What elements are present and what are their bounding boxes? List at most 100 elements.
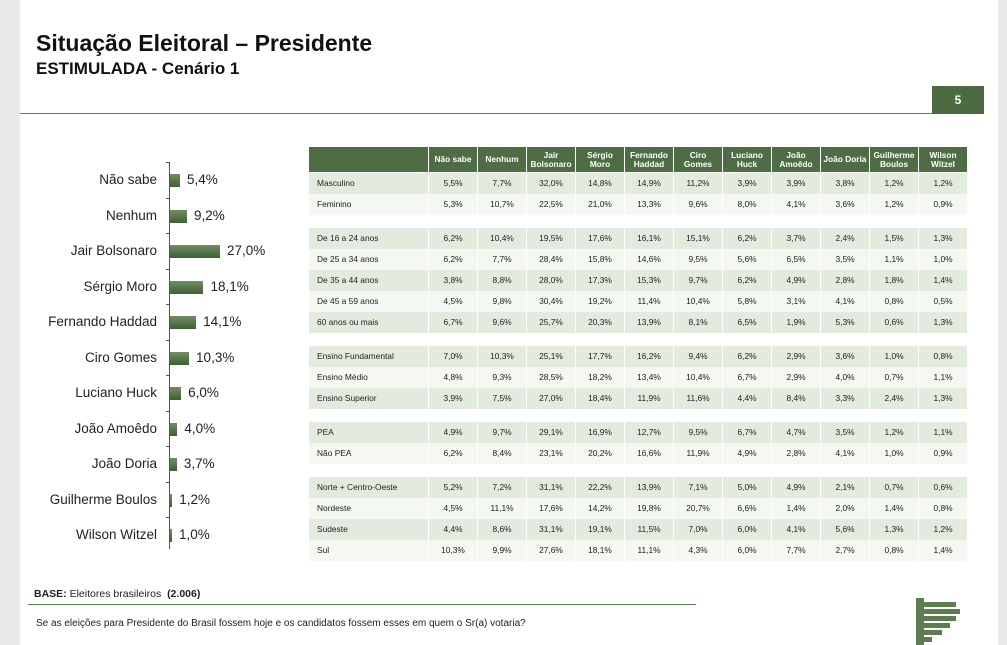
table-row: De 16 a 24 anos 6,2% 10,4% 19,5% 17,6% 16,1% 1…: [308, 227, 968, 249]
table-cell: 1,3%: [918, 387, 968, 409]
table-cell: 5,0%: [722, 476, 772, 498]
table-cell: 6,7%: [722, 421, 772, 443]
table-group-spacer: [308, 408, 968, 422]
table-cell: 1,0%: [918, 248, 968, 270]
table-cell: 3,5%: [820, 421, 870, 443]
table-cell: 7,0%: [673, 518, 723, 540]
table-cell: 13,9%: [624, 476, 674, 498]
table-cell: 6,5%: [722, 311, 772, 333]
table-cell: 28,5%: [526, 366, 576, 388]
table-cell: 1,2%: [869, 193, 919, 215]
chart-axis: [169, 163, 170, 549]
table-cell: 5,2%: [428, 476, 478, 498]
bar-category-label: Guilherme Boulos: [49, 491, 157, 507]
table-group-spacer: [308, 332, 968, 346]
table-cell: 3,9%: [722, 172, 772, 194]
axis-tick: [166, 162, 170, 163]
table-cell: 29,1%: [526, 421, 576, 443]
table-cell: 17,3%: [575, 269, 625, 291]
table-cell: 1,1%: [918, 366, 968, 388]
base-count: (2.006): [167, 588, 201, 600]
table-cell: 9,8%: [477, 290, 527, 312]
table-cell: 4,9%: [722, 442, 772, 464]
table-cell: 7,7%: [477, 172, 527, 194]
table-cell: 0,9%: [918, 442, 968, 464]
bar-row: João Amoêdo 4,0%: [20, 419, 310, 439]
table-row: Nordeste 4,5% 11,1% 17,6% 14,2% 19,8% 20,7% 6,6…: [308, 497, 968, 519]
base-label: BASE:: [34, 588, 67, 600]
table-cell: 8,4%: [771, 387, 821, 409]
slide: Situação Eleitoral – Presidente ESTIMULA…: [20, 0, 998, 645]
header-divider: [20, 113, 932, 114]
table-cell: 4,9%: [771, 476, 821, 498]
table-cell: 0,6%: [869, 311, 919, 333]
table-cell: 7,5%: [477, 387, 527, 409]
table-row-label: De 35 a 44 anos: [308, 269, 429, 291]
table-cell: 5,5%: [428, 172, 478, 194]
table-cell: 9,6%: [477, 311, 527, 333]
bar-value-label: 18,1%: [210, 278, 249, 294]
bar-value-label: 1,0%: [179, 527, 210, 542]
table-cell: 27,0%: [526, 387, 576, 409]
table-corner-header: [308, 146, 429, 173]
table-cell: 14,9%: [624, 172, 674, 194]
axis-tick: [166, 375, 170, 376]
table-row-label: Ensino Superior: [308, 387, 429, 409]
table-cell: 13,4%: [624, 366, 674, 388]
table-cell: 9,7%: [477, 421, 527, 443]
bar-category-label: Wilson Witzel: [75, 527, 157, 542]
table-cell: 7,7%: [477, 248, 527, 270]
bar-value-label: 5,4%: [186, 172, 218, 187]
table-cell: 1,4%: [918, 539, 968, 561]
table-cell: 6,6%: [722, 497, 772, 519]
table-cell: 5,6%: [820, 518, 870, 540]
axis-tick: [166, 481, 170, 483]
table-cell: 1,2%: [918, 172, 968, 194]
table-cell: 15,1%: [673, 227, 723, 249]
table-cell: 19,5%: [526, 227, 576, 249]
table-cell: 11,1%: [624, 539, 674, 561]
table-cell: 2,8%: [820, 269, 870, 291]
table-row-label: PEA: [308, 421, 429, 443]
table-row-label: De 45 a 59 anos: [308, 290, 429, 312]
table-cell: 3,3%: [820, 387, 870, 409]
page-subtitle: ESTIMULADA - Cenário 1: [36, 59, 240, 78]
table-cell: 4,5%: [428, 497, 478, 519]
table-cell: 6,7%: [722, 366, 772, 388]
table-cell: 5,6%: [722, 248, 772, 270]
axis-tick: [166, 517, 170, 518]
table-cell: 10,4%: [673, 366, 723, 388]
bar: [170, 458, 177, 471]
table-row-label: Ensino Fundamental: [308, 345, 429, 367]
table-cell: 5,3%: [428, 193, 478, 215]
table-cell: 9,3%: [477, 366, 527, 388]
table-cell: 1,0%: [869, 442, 919, 464]
table-cell: 7,2%: [477, 476, 527, 498]
table-cell: 4,5%: [428, 290, 478, 312]
table-cell: 3,7%: [771, 227, 821, 249]
table-row-label: De 25 a 34 anos: [308, 248, 429, 270]
table-header-row: Não sabe Nenhum Jair Bolsonaro Sérgio Moro F…: [308, 146, 968, 173]
table-cell: 1,3%: [918, 311, 968, 333]
table-cell: 1,2%: [918, 518, 968, 540]
table-cell: 1,0%: [869, 345, 919, 367]
bar-value-label: 6,0%: [188, 385, 219, 400]
bar: [170, 245, 220, 258]
table-cell: 10,7%: [477, 193, 527, 215]
table-row-label: Ensino Médio: [308, 366, 429, 388]
table-row: Sul 10,3% 9,9% 27,6% 18,1% 11,1% 4,3% 6,0% 7,7% 2…: [308, 539, 968, 561]
page-title: Situação Eleitoral – Presidente: [36, 30, 373, 56]
bar-value-label: 14,1%: [203, 314, 242, 329]
table-row: Masculino 5,5% 7,7% 32,0% 14,8% 14,9% 11,2% 3,9…: [308, 172, 968, 194]
bar: [170, 529, 172, 542]
table-cell: 20,7%: [673, 497, 723, 519]
axis-tick: [166, 268, 170, 270]
bar: [170, 280, 204, 294]
table-cell: 3,6%: [820, 193, 870, 215]
bar-row: Não sabe 5,4%: [20, 170, 310, 190]
table-cell: 14,6%: [624, 248, 674, 270]
table-cell: 0,7%: [869, 476, 919, 498]
table-cell: 4,9%: [428, 421, 478, 443]
table-cell: 4,1%: [820, 442, 870, 464]
table-cell: 11,1%: [477, 497, 527, 519]
